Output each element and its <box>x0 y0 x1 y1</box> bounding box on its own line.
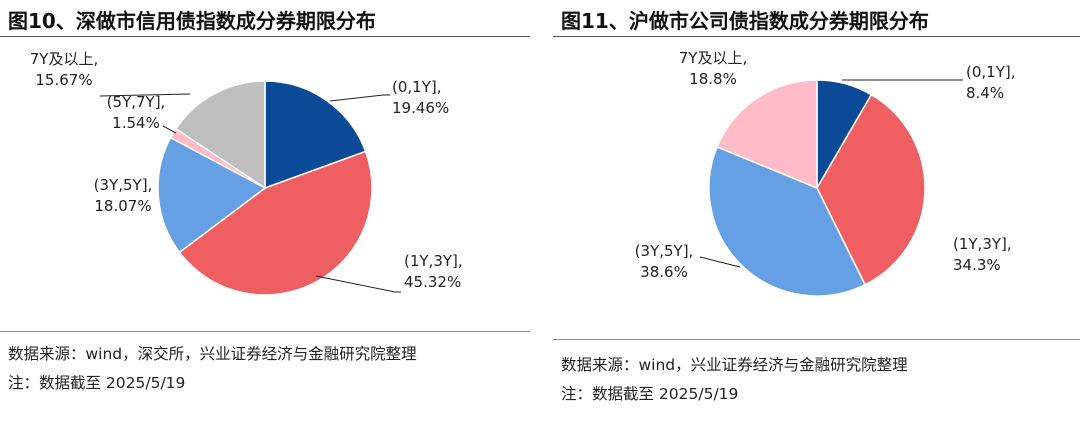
pie-slice-4 <box>716 79 818 190</box>
slice-value-label: 18.8% <box>689 70 737 88</box>
pie-slice-3 <box>157 136 267 254</box>
slice-value-label: 8.4% <box>966 84 1004 102</box>
slice-value-label: 45.32% <box>404 273 461 291</box>
slice-value-label: 38.6% <box>640 263 688 281</box>
chart-panel-right: 图11、沪做市公司债指数成分券期限分布 (0,1Y], 8.4% (1Y,3Y], 3… <box>553 0 1080 426</box>
slice-label: (1Y,3Y], <box>404 252 463 270</box>
leader-line <box>315 275 401 293</box>
pie-slice-3 <box>708 145 867 297</box>
slice-label: (3Y,5Y], <box>94 176 153 194</box>
chart-title: 图11、沪做市公司债指数成分券期限分布 <box>561 9 929 33</box>
footnotes: 数据来源：wind，兴业证券经济与金融研究院整理 注：数据截至 2025/5/1… <box>561 351 1071 409</box>
slice-value-label: 34.3% <box>953 256 1001 274</box>
footer-rule <box>0 331 530 332</box>
slice-label: (3Y,5Y], <box>635 242 694 260</box>
pie-slice-2 <box>178 150 373 296</box>
pie-chart: (0,1Y], 19.46% (1Y,3Y], 45.32% (3Y,5Y], 18.07… <box>30 50 463 296</box>
footer-rule <box>553 339 1080 340</box>
chart-panel-left: 图10、深做市信用债指数成分券期限分布 (0,1Y], 19.46% (1Y,3Y]… <box>0 0 530 426</box>
slice-value-label: 15.67% <box>35 71 92 89</box>
pie-chart: (0,1Y], 8.4% (1Y,3Y], 34.3% (3Y,5Y], 38.6% 7Y及… <box>635 49 1016 297</box>
slice-label: (0,1Y], <box>392 78 442 96</box>
pie-slice-1 <box>264 80 367 190</box>
leader-line <box>699 256 741 268</box>
date-note: 注：数据截至 2025/5/19 <box>8 374 186 392</box>
slice-label: (5Y,7Y], <box>107 93 166 111</box>
leader-line <box>162 125 177 134</box>
slice-value-label: 18.07% <box>94 197 151 215</box>
source-note: 数据来源：wind，兴业证券经济与金融研究院整理 <box>561 356 908 374</box>
pie-slice-2 <box>816 93 926 286</box>
slice-label: 7Y及以上, <box>679 49 747 67</box>
footnotes: 数据来源：wind，深交所，兴业证券经济与金融研究院整理 注：数据截至 2025… <box>8 340 520 398</box>
pie-slice-5 <box>174 80 266 190</box>
slice-label: (1Y,3Y], <box>953 235 1012 253</box>
chart-title: 图10、深做市信用债指数成分券期限分布 <box>8 9 376 33</box>
slice-value-label: 19.46% <box>392 99 449 117</box>
date-note: 注：数据截至 2025/5/19 <box>561 385 739 403</box>
slice-label: (0,1Y], <box>966 63 1016 81</box>
title-rule <box>553 36 1080 37</box>
slice-value-label: 1.54% <box>112 114 160 132</box>
title-rule <box>0 36 530 37</box>
source-note: 数据来源：wind，深交所，兴业证券经济与金融研究院整理 <box>8 345 417 363</box>
slice-label: 7Y及以上, <box>30 50 98 68</box>
leader-line <box>329 94 390 102</box>
leader-line <box>99 93 191 97</box>
